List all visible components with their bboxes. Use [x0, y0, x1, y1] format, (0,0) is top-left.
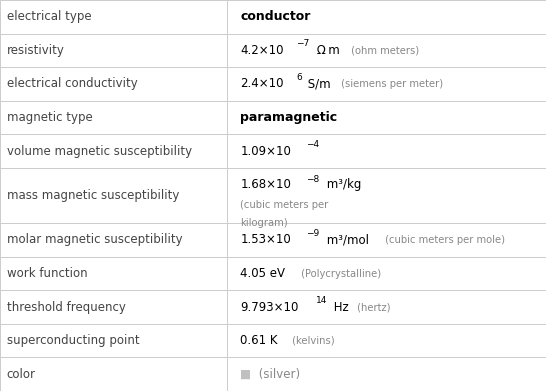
Text: 14: 14	[316, 296, 327, 305]
Text: kilogram): kilogram)	[240, 218, 288, 228]
Text: (cubic meters per: (cubic meters per	[240, 201, 329, 210]
Text: color: color	[7, 368, 35, 381]
Text: (Polycrystalline): (Polycrystalline)	[298, 269, 382, 278]
Text: 1.09×10: 1.09×10	[240, 145, 291, 158]
Text: conductor: conductor	[240, 10, 311, 23]
Text: 9.793×10: 9.793×10	[240, 301, 299, 314]
Text: 2.4×10: 2.4×10	[240, 77, 284, 90]
Text: m³/kg: m³/kg	[323, 178, 361, 191]
Text: 4.05 eV: 4.05 eV	[240, 267, 285, 280]
Text: volume magnetic susceptibility: volume magnetic susceptibility	[7, 145, 192, 158]
Text: molar magnetic susceptibility: molar magnetic susceptibility	[7, 233, 182, 246]
Text: threshold frequency: threshold frequency	[7, 301, 126, 314]
Text: resistivity: resistivity	[7, 44, 64, 57]
Text: electrical type: electrical type	[7, 10, 91, 23]
Text: 1.53×10: 1.53×10	[240, 233, 291, 246]
Text: −8: −8	[306, 175, 319, 184]
Text: (hertz): (hertz)	[354, 302, 391, 312]
Text: superconducting point: superconducting point	[7, 334, 139, 347]
Text: 1.68×10: 1.68×10	[240, 178, 291, 191]
Text: (silver): (silver)	[254, 368, 300, 381]
Text: S/m: S/m	[304, 77, 330, 90]
Text: 0.61 K: 0.61 K	[240, 334, 278, 347]
Text: −9: −9	[306, 229, 319, 238]
Text: m³/mol: m³/mol	[323, 233, 369, 246]
Text: (kelvins): (kelvins)	[289, 335, 334, 346]
Text: 4.2×10: 4.2×10	[240, 44, 284, 57]
Text: −7: −7	[296, 39, 310, 48]
Text: electrical conductivity: electrical conductivity	[7, 77, 137, 90]
Text: 6: 6	[296, 73, 302, 82]
Text: magnetic type: magnetic type	[7, 111, 92, 124]
Text: (ohm meters): (ohm meters)	[348, 45, 419, 56]
Text: (siemens per meter): (siemens per meter)	[338, 79, 443, 89]
Text: (cubic meters per mole): (cubic meters per mole)	[382, 235, 505, 245]
Text: Hz: Hz	[330, 301, 349, 314]
Text: work function: work function	[7, 267, 87, 280]
Text: Ω m: Ω m	[313, 44, 340, 57]
Text: −4: −4	[306, 140, 319, 149]
Text: mass magnetic susceptibility: mass magnetic susceptibility	[7, 189, 179, 202]
Text: ■: ■	[240, 368, 251, 381]
Text: paramagnetic: paramagnetic	[240, 111, 337, 124]
